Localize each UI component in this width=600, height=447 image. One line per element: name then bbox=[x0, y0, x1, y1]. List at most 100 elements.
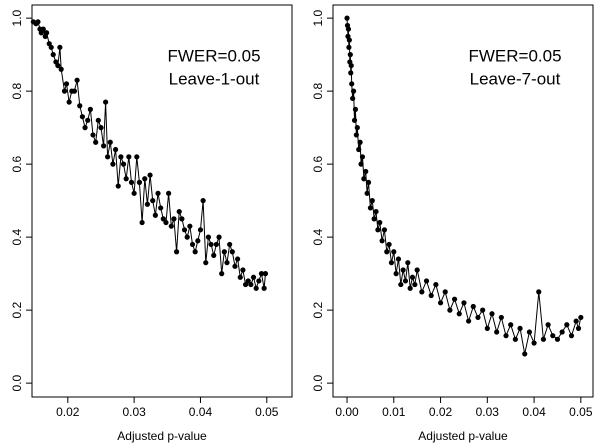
x-tick-label: 0.05 bbox=[569, 405, 593, 419]
data-point bbox=[245, 278, 251, 284]
data-point bbox=[573, 318, 579, 324]
y-tick-label: 0.4 bbox=[311, 228, 325, 245]
data-point bbox=[77, 103, 83, 109]
data-point bbox=[95, 117, 101, 123]
data-point bbox=[398, 281, 404, 288]
data-point bbox=[522, 351, 528, 357]
data-point bbox=[575, 325, 582, 331]
x-tick-label: 0.04 bbox=[189, 405, 213, 419]
data-point bbox=[229, 249, 235, 255]
data-point bbox=[63, 81, 70, 87]
data-point bbox=[224, 260, 230, 266]
y-tick-label: 0.2 bbox=[311, 301, 325, 318]
data-point bbox=[213, 241, 219, 248]
data-point bbox=[359, 154, 366, 160]
data-point bbox=[258, 271, 265, 277]
data-point bbox=[494, 329, 500, 335]
data-point bbox=[379, 238, 385, 244]
data-point bbox=[195, 238, 201, 244]
data-point bbox=[248, 281, 254, 288]
data-point bbox=[179, 216, 185, 222]
data-point bbox=[412, 281, 418, 288]
data-point bbox=[261, 285, 267, 291]
y-tick-label: 0.0 bbox=[311, 374, 325, 391]
data-point bbox=[545, 322, 551, 328]
data-point bbox=[166, 190, 172, 196]
data-point bbox=[489, 311, 495, 317]
data-point bbox=[498, 314, 504, 321]
data-point bbox=[173, 249, 180, 255]
data-point bbox=[554, 336, 561, 342]
data-point bbox=[484, 325, 490, 331]
data-point bbox=[101, 143, 107, 149]
data-point bbox=[405, 260, 411, 266]
data-point bbox=[568, 333, 575, 339]
data-point bbox=[352, 106, 359, 112]
y-tick-label: 1.0 bbox=[10, 9, 24, 26]
data-point bbox=[150, 198, 156, 204]
data-point bbox=[393, 271, 399, 277]
data-point bbox=[503, 333, 509, 339]
data-point bbox=[110, 161, 116, 167]
data-point bbox=[176, 208, 182, 215]
x-tick-label: 0.03 bbox=[122, 405, 146, 419]
data-point bbox=[407, 285, 413, 291]
data-point bbox=[369, 198, 375, 204]
data-point bbox=[219, 271, 225, 277]
data-point bbox=[160, 216, 166, 222]
data-point bbox=[414, 267, 420, 273]
data-point bbox=[564, 322, 570, 328]
data-point bbox=[163, 219, 169, 226]
data-point bbox=[66, 99, 72, 105]
data-point bbox=[367, 205, 374, 211]
data-point bbox=[168, 223, 174, 229]
data-point bbox=[361, 176, 367, 182]
data-point bbox=[358, 161, 364, 167]
data-point bbox=[50, 52, 56, 58]
data-point bbox=[480, 307, 486, 313]
data-point bbox=[158, 205, 164, 211]
data-point bbox=[200, 198, 206, 204]
data-point bbox=[461, 300, 467, 306]
data-point bbox=[508, 322, 514, 328]
data-point bbox=[197, 227, 204, 233]
data-point bbox=[131, 190, 137, 196]
annotation: Leave-1-out bbox=[169, 69, 260, 88]
data-point bbox=[344, 15, 350, 21]
data-point bbox=[456, 311, 462, 317]
x-tick-label: 0.03 bbox=[476, 405, 500, 419]
y-tick-label: 0.6 bbox=[311, 155, 325, 172]
data-point bbox=[354, 125, 360, 131]
data-point bbox=[373, 208, 379, 215]
data-point bbox=[466, 318, 472, 324]
data-point bbox=[43, 30, 50, 36]
data-point bbox=[442, 289, 448, 295]
data-point bbox=[181, 227, 188, 233]
data-point bbox=[346, 37, 352, 43]
data-point bbox=[155, 190, 161, 196]
data-point bbox=[262, 271, 269, 277]
data-point bbox=[55, 62, 61, 69]
y-tick-label: 1.0 bbox=[311, 9, 325, 26]
data-point bbox=[171, 216, 177, 222]
data-point bbox=[192, 249, 198, 255]
data-point bbox=[391, 249, 397, 255]
plot-frame bbox=[31, 4, 293, 398]
data-point bbox=[409, 274, 416, 280]
data-point bbox=[115, 183, 121, 189]
data-point bbox=[250, 274, 257, 280]
data-point bbox=[371, 216, 377, 222]
data-point bbox=[578, 314, 584, 321]
annotation: FWER=0.05 bbox=[468, 46, 561, 65]
data-point bbox=[437, 300, 444, 306]
data-point bbox=[559, 329, 565, 335]
data-point bbox=[356, 146, 362, 153]
data-point bbox=[203, 260, 209, 266]
data-point bbox=[184, 234, 190, 240]
data-point bbox=[85, 117, 91, 123]
data-point bbox=[152, 212, 158, 218]
data-point bbox=[123, 176, 129, 182]
data-point bbox=[345, 26, 352, 32]
data-point bbox=[187, 223, 193, 229]
